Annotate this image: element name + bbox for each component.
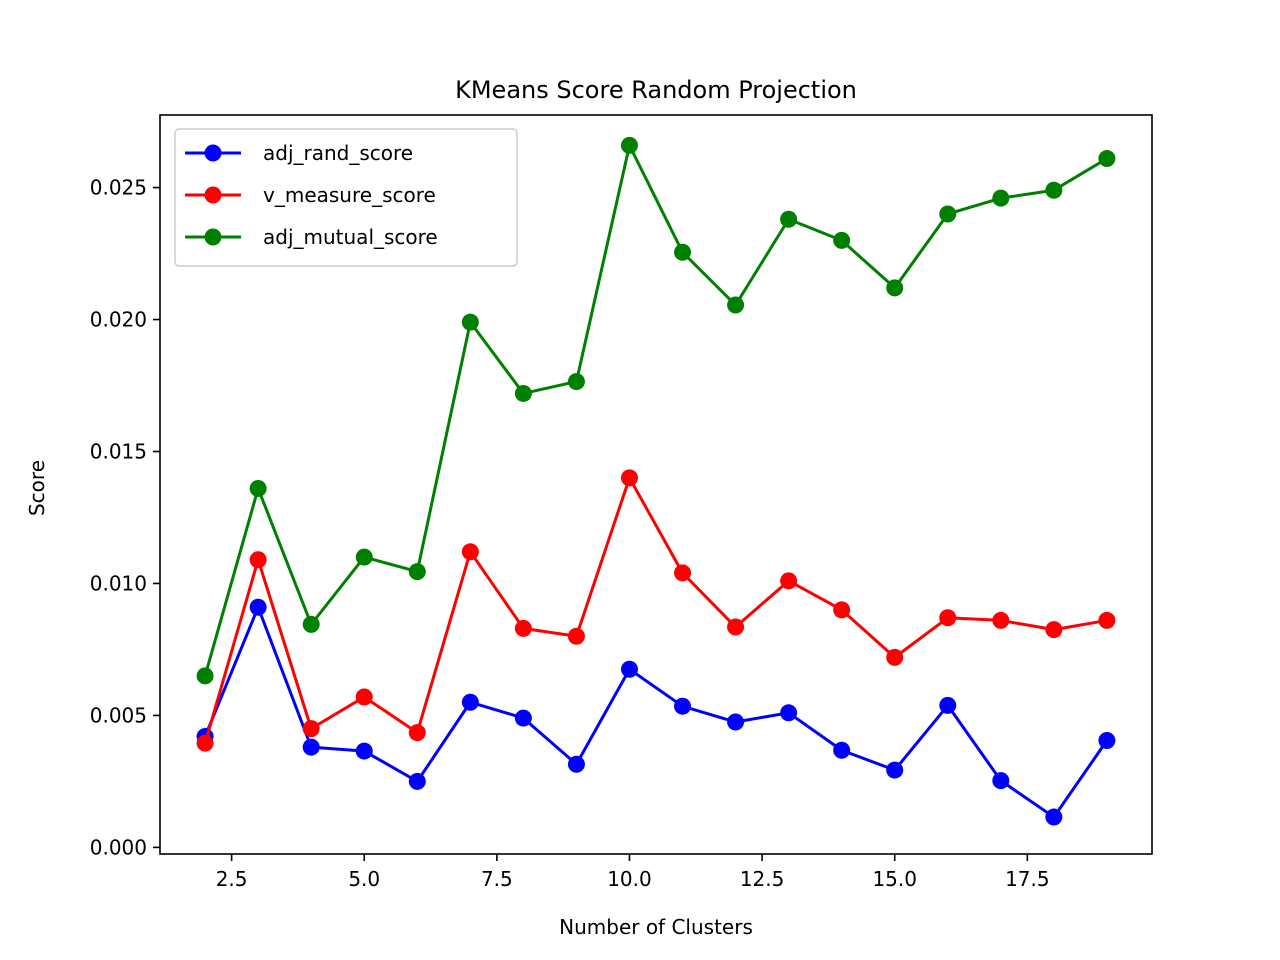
y-tick-label: 0.005 xyxy=(90,703,147,727)
data-point-v_measure_score xyxy=(939,609,957,627)
legend-marker-adj_mutual_score xyxy=(204,228,222,246)
y-axis-label: Score xyxy=(25,460,49,516)
data-point-adj_rand_score xyxy=(620,660,638,678)
x-tick-label: 7.5 xyxy=(481,867,513,891)
data-point-adj_mutual_score xyxy=(355,548,373,566)
y-tick-label: 0.025 xyxy=(90,176,147,200)
legend-label: adj_rand_score xyxy=(263,141,413,165)
data-point-adj_mutual_score xyxy=(408,563,426,581)
legend-marker-v_measure_score xyxy=(204,186,222,204)
data-point-adj_rand_score xyxy=(249,598,267,616)
legend-frame xyxy=(174,128,518,267)
data-point-v_measure_score xyxy=(196,734,214,752)
x-tick-label: 15.0 xyxy=(872,867,917,891)
series-line-adj_mutual_score xyxy=(203,143,1108,677)
data-point-adj_mutual_score xyxy=(992,189,1010,207)
data-point-v_measure_score xyxy=(461,543,479,561)
data-point-v_measure_score xyxy=(249,551,267,569)
data-point-adj_mutual_score xyxy=(674,243,692,261)
x-tick-label: 2.5 xyxy=(216,867,248,891)
data-point-adj_rand_score xyxy=(1098,732,1116,750)
data-point-adj_mutual_score xyxy=(196,667,214,685)
y-tick-label: 0.015 xyxy=(90,440,147,464)
y-tick-label: 0.000 xyxy=(90,835,147,859)
data-point-adj_mutual_score xyxy=(1098,150,1116,168)
x-axis-label: Number of Clusters xyxy=(559,915,753,939)
y-tick-label: 0.020 xyxy=(90,308,147,332)
data-point-adj_mutual_score xyxy=(727,296,745,314)
data-point-v_measure_score xyxy=(514,619,532,637)
legend: adj_rand_score v_measure_score adj_mutual_… xyxy=(174,128,518,267)
data-point-adj_rand_score xyxy=(992,772,1010,790)
data-point-adj_mutual_score xyxy=(461,313,479,331)
x-tick-label: 12.5 xyxy=(740,867,785,891)
data-point-adj_rand_score xyxy=(408,772,426,790)
data-point-adj_mutual_score xyxy=(620,136,638,154)
data-point-v_measure_score xyxy=(408,724,426,742)
data-point-v_measure_score xyxy=(567,627,585,645)
data-point-adj_mutual_score xyxy=(249,479,267,497)
data-point-adj_mutual_score xyxy=(302,615,320,633)
data-point-v_measure_score xyxy=(992,611,1010,629)
plot-area: 2.5 5.0 7.5 10.0 12.5 15.0 17.5 0.000 0.005 0.010… xyxy=(90,114,1153,891)
data-point-adj_mutual_score xyxy=(886,279,904,297)
data-point-adj_rand_score xyxy=(939,696,957,714)
data-point-adj_rand_score xyxy=(461,693,479,711)
data-point-adj_mutual_score xyxy=(833,231,851,249)
y-tick-label: 0.010 xyxy=(90,571,147,595)
legend-label: adj_mutual_score xyxy=(263,225,438,249)
data-point-adj_mutual_score xyxy=(514,384,532,402)
data-point-adj_mutual_score xyxy=(780,210,798,228)
x-tick-label: 10.0 xyxy=(607,867,652,891)
data-point-adj_mutual_score xyxy=(939,205,957,223)
data-point-v_measure_score xyxy=(833,601,851,619)
data-point-v_measure_score xyxy=(674,564,692,582)
data-point-adj_rand_score xyxy=(567,755,585,773)
data-point-v_measure_score xyxy=(780,572,798,590)
data-point-adj_rand_score xyxy=(833,741,851,759)
data-point-v_measure_score xyxy=(727,618,745,636)
x-tick-label: 17.5 xyxy=(1005,867,1050,891)
data-point-adj_rand_score xyxy=(514,709,532,727)
plot-frame xyxy=(159,114,1153,855)
data-point-v_measure_score xyxy=(355,688,373,706)
data-point-adj_rand_score xyxy=(302,738,320,756)
legend-marker-adj_rand_score xyxy=(204,144,222,162)
series-line-v_measure_score xyxy=(203,476,1108,744)
data-point-v_measure_score xyxy=(1045,621,1063,639)
data-point-adj_rand_score xyxy=(674,697,692,715)
data-point-v_measure_score xyxy=(620,469,638,487)
data-point-v_measure_score xyxy=(302,720,320,738)
chart-title: KMeans Score Random Projection xyxy=(455,76,857,104)
series-line-adj_rand_score xyxy=(203,605,1109,819)
data-point-adj_rand_score xyxy=(780,704,798,722)
data-point-adj_mutual_score xyxy=(567,373,585,391)
data-point-adj_mutual_score xyxy=(1045,181,1063,199)
data-point-adj_rand_score xyxy=(727,713,745,731)
data-point-adj_rand_score xyxy=(355,742,373,760)
x-tick-label: 5.0 xyxy=(348,867,380,891)
data-point-v_measure_score xyxy=(886,648,904,666)
legend-label: v_measure_score xyxy=(263,183,436,207)
data-point-adj_rand_score xyxy=(886,761,904,779)
data-point-adj_rand_score xyxy=(1045,808,1063,826)
data-point-v_measure_score xyxy=(1098,611,1116,629)
